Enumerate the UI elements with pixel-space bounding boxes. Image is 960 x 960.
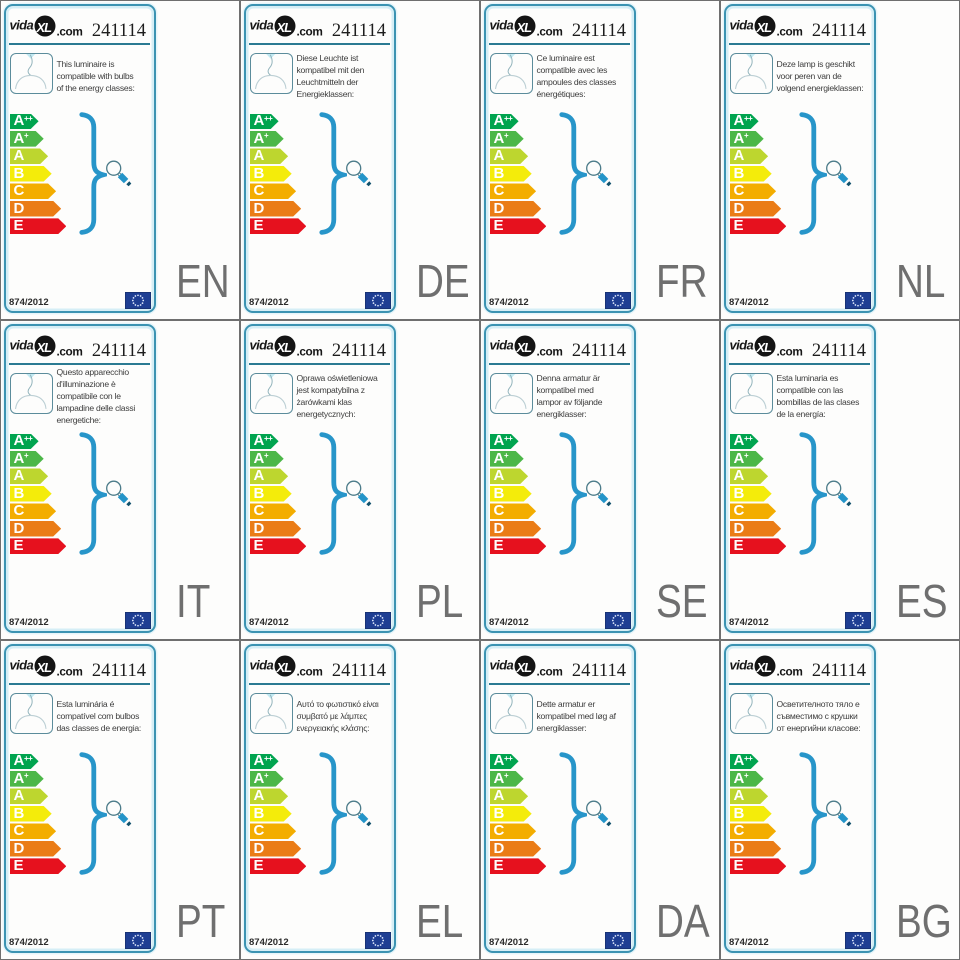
svg-text:.com: .com xyxy=(297,664,323,678)
svg-text:.com: .com xyxy=(537,24,563,38)
svg-text:vida: vida xyxy=(490,338,514,353)
svg-text:vida: vida xyxy=(250,338,274,353)
svg-text:.com: .com xyxy=(537,344,563,358)
svg-text:.com: .com xyxy=(57,664,83,678)
svg-text:vida: vida xyxy=(730,18,754,33)
svg-text:vida: vida xyxy=(730,338,754,353)
svg-text:XL: XL xyxy=(516,340,533,355)
svg-text:vida: vida xyxy=(490,18,514,33)
svg-text:.com: .com xyxy=(777,664,803,678)
svg-text:XL: XL xyxy=(756,340,773,355)
svg-text:vida: vida xyxy=(490,658,514,673)
svg-text:vida: vida xyxy=(10,658,34,673)
svg-text:XL: XL xyxy=(36,20,53,35)
svg-text:vida: vida xyxy=(250,658,274,673)
svg-text:vida: vida xyxy=(10,338,34,353)
svg-text:XL: XL xyxy=(756,20,773,35)
svg-text:vida: vida xyxy=(250,18,274,33)
svg-text:.com: .com xyxy=(777,24,803,38)
svg-text:.com: .com xyxy=(777,344,803,358)
svg-text:vida: vida xyxy=(10,18,34,33)
svg-text:XL: XL xyxy=(756,660,773,675)
svg-text:XL: XL xyxy=(36,660,53,675)
svg-text:XL: XL xyxy=(516,660,533,675)
svg-text:.com: .com xyxy=(57,24,83,38)
svg-text:XL: XL xyxy=(276,20,293,35)
svg-text:.com: .com xyxy=(57,344,83,358)
svg-text:vida: vida xyxy=(730,658,754,673)
svg-text:XL: XL xyxy=(276,340,293,355)
svg-text:XL: XL xyxy=(36,340,53,355)
svg-text:.com: .com xyxy=(297,344,323,358)
svg-text:XL: XL xyxy=(276,660,293,675)
svg-text:.com: .com xyxy=(297,24,323,38)
svg-text:.com: .com xyxy=(537,664,563,678)
svg-text:XL: XL xyxy=(516,20,533,35)
